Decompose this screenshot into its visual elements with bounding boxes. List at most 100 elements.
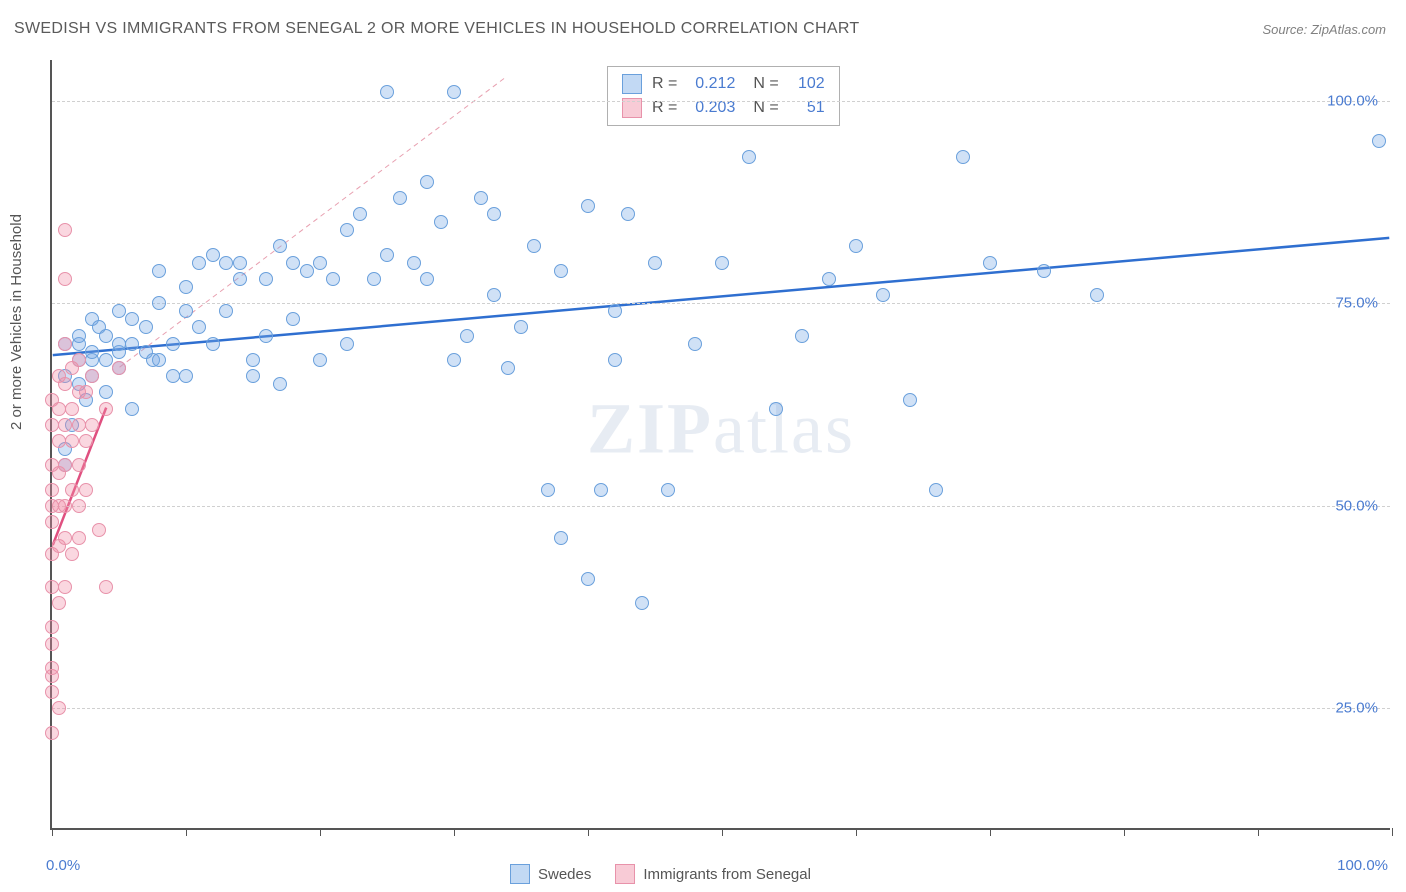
point-senegal (45, 515, 59, 529)
point-senegal (72, 499, 86, 513)
gridline-h (52, 506, 1390, 507)
point-senegal (65, 434, 79, 448)
x-tick (454, 828, 455, 836)
point-swedes (1372, 134, 1386, 148)
point-swedes (635, 596, 649, 610)
point-swedes (72, 329, 86, 343)
x-axis-max-label: 100.0% (1337, 857, 1388, 874)
point-swedes (608, 304, 622, 318)
point-senegal (45, 483, 59, 497)
point-swedes (608, 353, 622, 367)
point-swedes (393, 191, 407, 205)
point-swedes (313, 256, 327, 270)
point-senegal (58, 223, 72, 237)
point-swedes (460, 329, 474, 343)
x-tick (320, 828, 321, 836)
y-axis-label: 2 or more Vehicles in Household (8, 214, 25, 430)
point-senegal (58, 580, 72, 594)
point-swedes (152, 296, 166, 310)
point-swedes (313, 353, 327, 367)
point-senegal (72, 531, 86, 545)
x-tick (186, 828, 187, 836)
x-tick (722, 828, 723, 836)
x-tick (1258, 828, 1259, 836)
point-swedes (219, 256, 233, 270)
point-swedes (326, 272, 340, 286)
point-swedes (621, 207, 635, 221)
point-swedes (233, 272, 247, 286)
point-senegal (65, 402, 79, 416)
point-swedes (112, 337, 126, 351)
point-swedes (795, 329, 809, 343)
y-tick-label: 75.0% (1335, 295, 1378, 312)
y-tick-label: 50.0% (1335, 497, 1378, 514)
point-swedes (179, 280, 193, 294)
point-swedes (353, 207, 367, 221)
point-swedes (903, 393, 917, 407)
gridline-h (52, 303, 1390, 304)
point-swedes (99, 385, 113, 399)
point-swedes (99, 329, 113, 343)
legend-label: Swedes (538, 866, 591, 883)
point-swedes (273, 377, 287, 391)
point-senegal (45, 580, 59, 594)
point-swedes (1090, 288, 1104, 302)
point-swedes (554, 264, 568, 278)
legend-item-senegal: Immigrants from Senegal (615, 864, 811, 884)
point-senegal (58, 531, 72, 545)
point-senegal (52, 701, 66, 715)
point-senegal (85, 369, 99, 383)
point-senegal (52, 434, 66, 448)
legend-series: Swedes Immigrants from Senegal (510, 864, 811, 884)
legend-r-label: R = (652, 72, 677, 96)
point-swedes (487, 288, 501, 302)
point-swedes (139, 320, 153, 334)
chart-title: SWEDISH VS IMMIGRANTS FROM SENEGAL 2 OR … (14, 20, 859, 38)
point-senegal (65, 547, 79, 561)
point-senegal (58, 377, 72, 391)
point-swedes (554, 531, 568, 545)
point-swedes (259, 272, 273, 286)
point-senegal (99, 402, 113, 416)
point-senegal (58, 458, 72, 472)
point-swedes (259, 329, 273, 343)
legend-n-value-0: 102 (789, 72, 825, 96)
point-senegal (45, 726, 59, 740)
point-swedes (246, 369, 260, 383)
gridline-h (52, 708, 1390, 709)
point-senegal (72, 353, 86, 367)
legend-swatch-swedes (622, 74, 642, 94)
point-senegal (99, 580, 113, 594)
point-swedes (447, 353, 461, 367)
chart-container: SWEDISH VS IMMIGRANTS FROM SENEGAL 2 OR … (0, 0, 1406, 892)
point-swedes (286, 256, 300, 270)
point-swedes (876, 288, 890, 302)
point-swedes (166, 369, 180, 383)
point-swedes (541, 483, 555, 497)
x-tick (1392, 828, 1393, 836)
point-senegal (79, 434, 93, 448)
point-swedes (420, 175, 434, 189)
point-swedes (85, 345, 99, 359)
point-swedes (112, 304, 126, 318)
point-swedes (849, 239, 863, 253)
point-swedes (380, 248, 394, 262)
point-swedes (286, 312, 300, 326)
point-swedes (956, 150, 970, 164)
x-tick (990, 828, 991, 836)
watermark: ZIPatlas (587, 387, 855, 470)
point-swedes (769, 402, 783, 416)
point-swedes (125, 337, 139, 351)
point-senegal (79, 483, 93, 497)
plot-area: ZIPatlas R = 0.212 N = 102 R = 0.203 N =… (50, 60, 1390, 830)
y-tick-label: 100.0% (1327, 92, 1378, 109)
point-swedes (152, 353, 166, 367)
point-swedes (179, 304, 193, 318)
gridline-h (52, 101, 1390, 102)
point-swedes (822, 272, 836, 286)
point-swedes (688, 337, 702, 351)
point-senegal (45, 637, 59, 651)
point-swedes (340, 223, 354, 237)
point-swedes (447, 85, 461, 99)
point-swedes (206, 248, 220, 262)
